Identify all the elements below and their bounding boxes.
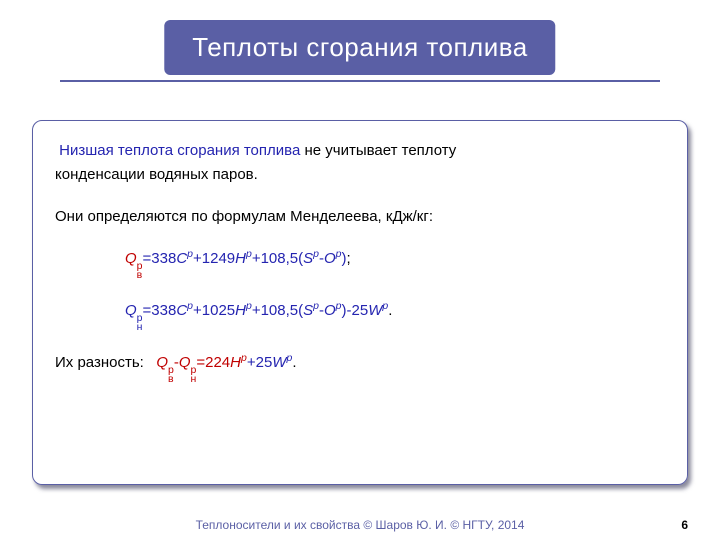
content-frame: Низшая теплота сгорания топлива не учиты… [32, 120, 688, 485]
footer-credit: Теплоносители и их свойства © Шаров Ю. И… [0, 518, 720, 532]
intro-paragraph: Низшая теплота сгорания топлива не учиты… [55, 139, 669, 187]
diff-q1: Qрв [156, 354, 174, 371]
diff-q2: Qрн [179, 354, 197, 371]
lead-rest-2: конденсации водяных паров. [55, 166, 258, 183]
slide: Теплоты сгорания топлива Низшая теплота … [0, 0, 720, 540]
diff-label: Их разность: [55, 354, 156, 371]
slide-title: Теплоты сгорания топлива [164, 20, 555, 75]
qv-symbol: Qрв [125, 250, 143, 267]
mendeleev-line: Они определяются по формулам Менделеева,… [55, 205, 669, 229]
qn-symbol: Qрн [125, 302, 143, 319]
formula-qv: Qрв=338Cр+1249Hр+108,5(Sр-Oр); [125, 247, 669, 281]
formula-qn: Qрн=338Cр+1025Hр+108,5(Sр-Oр)-25Wр. [125, 299, 669, 333]
lead-rest-1: не учитывает теплоту [300, 142, 456, 159]
page-number: 6 [681, 518, 688, 532]
difference-line: Их разность: Qрв-Qрн=224Hр+25Wр. [55, 351, 669, 385]
lead-term: Низшая теплота сгорания топлива [59, 142, 300, 159]
title-underline [60, 80, 660, 82]
